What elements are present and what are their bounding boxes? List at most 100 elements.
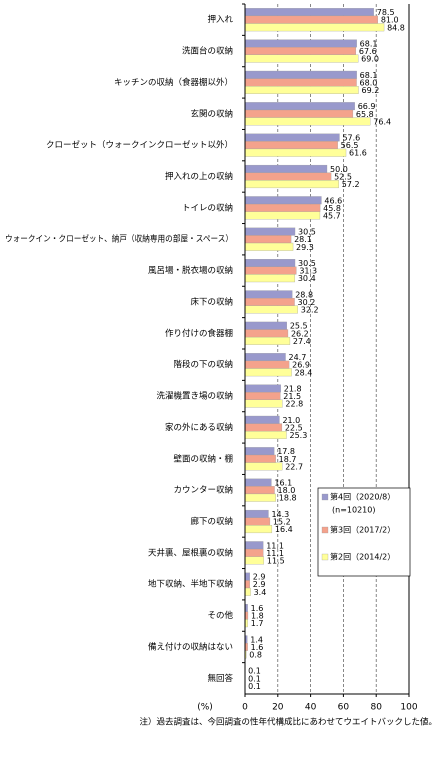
- category-label: 階段の下の収納: [173, 359, 233, 370]
- category-label: その他: [207, 610, 233, 621]
- x-tick-label: 0: [242, 703, 248, 713]
- bar: [245, 16, 378, 24]
- bar: [245, 447, 274, 455]
- value-label: 1.7: [251, 619, 264, 628]
- value-label: 22.7: [285, 462, 303, 471]
- bar: [245, 368, 292, 376]
- bar: [245, 40, 357, 48]
- bar: [245, 580, 250, 588]
- category-label: 天井裏、屋根裏の収納: [148, 547, 233, 558]
- bar: [245, 361, 289, 369]
- category-label: 無回答: [207, 673, 233, 684]
- category-label: 洗濯機置き場の収納: [156, 391, 233, 402]
- bar: [245, 149, 346, 157]
- bar: [245, 385, 281, 393]
- bar: [245, 557, 264, 565]
- bar: [245, 86, 358, 94]
- category-label: 押入れ: [207, 14, 233, 25]
- value-label: 11.5: [267, 556, 285, 565]
- x-tick-label: 40: [305, 703, 317, 713]
- value-label: 29.3: [296, 243, 314, 252]
- footnote: 注）過去調査は、今回調査の性年代構成比にあわせてウエイトバックした値。: [139, 717, 437, 728]
- bar: [245, 180, 339, 188]
- bar: [245, 55, 358, 63]
- value-label: 18.8: [279, 494, 297, 503]
- bar: [245, 392, 280, 400]
- bar: [245, 8, 374, 16]
- category-label: トイレの収納: [182, 202, 233, 213]
- category-label: 洗面台の収納: [182, 46, 233, 57]
- bar: [245, 196, 321, 204]
- category-label: クローゼット（ウォークインクローゼット以外）: [46, 140, 233, 151]
- legend-label: 第4回（2020/8）: [330, 492, 395, 502]
- category-label: 床下の収納: [190, 296, 233, 307]
- category-label: キッチンの収納（食器棚以外）: [114, 77, 233, 88]
- category-label: 作り付けの食器棚: [165, 328, 233, 339]
- bar: [245, 79, 357, 87]
- value-label: 69.2: [361, 86, 379, 95]
- bar: [245, 479, 271, 487]
- bar: [245, 549, 263, 557]
- bar: [245, 118, 370, 126]
- bar: [245, 431, 286, 439]
- bar: [245, 291, 292, 299]
- bar: [245, 47, 356, 55]
- bar: [245, 353, 286, 361]
- bar: [245, 486, 275, 494]
- value-label: 0.1: [248, 682, 261, 691]
- x-tick-label: 60: [338, 703, 350, 713]
- bar: [245, 141, 338, 149]
- bar: [245, 525, 272, 533]
- legend-label: 第2回（2014/2）: [330, 552, 395, 562]
- category-label: 玄関の収納: [190, 108, 233, 119]
- bar: [245, 588, 251, 596]
- bar: [245, 306, 298, 314]
- value-label: 16.4: [275, 525, 293, 534]
- value-label: 3.4: [254, 588, 267, 597]
- category-label: 壁面の収納・棚: [173, 453, 233, 464]
- value-label: 61.6: [349, 149, 367, 158]
- value-label: 22.8: [285, 400, 303, 409]
- bar: [245, 494, 276, 502]
- legend-swatch: [322, 527, 328, 533]
- bar: [245, 71, 357, 79]
- value-label: 30.4: [298, 274, 316, 283]
- unit-label: (%): [197, 703, 213, 713]
- value-label: 57.2: [342, 180, 360, 189]
- value-label: 69.0: [361, 55, 379, 64]
- category-label: 風呂場・脱衣場の収納: [148, 265, 233, 276]
- bar: [245, 337, 290, 345]
- value-label: 45.7: [323, 211, 341, 220]
- category-label: ウォークイン・クローゼット、納戸（収納専用の部屋・スペース）: [5, 234, 233, 245]
- bar: [245, 416, 279, 424]
- bar: [245, 102, 355, 110]
- value-label: 25.3: [289, 431, 307, 440]
- value-label: 84.8: [387, 23, 405, 32]
- legend-swatch: [322, 494, 328, 500]
- bar: [245, 463, 282, 471]
- bar: [245, 243, 293, 251]
- category-label: 家の外にある収納: [165, 422, 233, 433]
- category-label: 地下収納、半地下収納: [148, 579, 233, 590]
- category-label: 廊下の収納: [190, 516, 233, 527]
- bar: [245, 212, 320, 220]
- category-label: 備え付けの収納はない: [148, 641, 233, 652]
- bar: [245, 110, 353, 118]
- category-label: 押入れの上の収納: [165, 171, 233, 182]
- bar: [245, 573, 250, 581]
- x-tick-label: 80: [370, 703, 382, 713]
- bar: [245, 204, 320, 212]
- value-label: 27.4: [293, 337, 311, 346]
- bar: [245, 23, 384, 31]
- bar: [245, 173, 331, 181]
- bar: [245, 134, 339, 142]
- value-label: 0.8: [249, 651, 262, 660]
- bar: [245, 541, 263, 549]
- x-tick-label: 100: [400, 703, 417, 713]
- bar: [245, 400, 282, 408]
- bar: [245, 228, 295, 236]
- bar: [245, 330, 288, 338]
- bar: [245, 455, 276, 463]
- legend-swatch: [322, 554, 328, 560]
